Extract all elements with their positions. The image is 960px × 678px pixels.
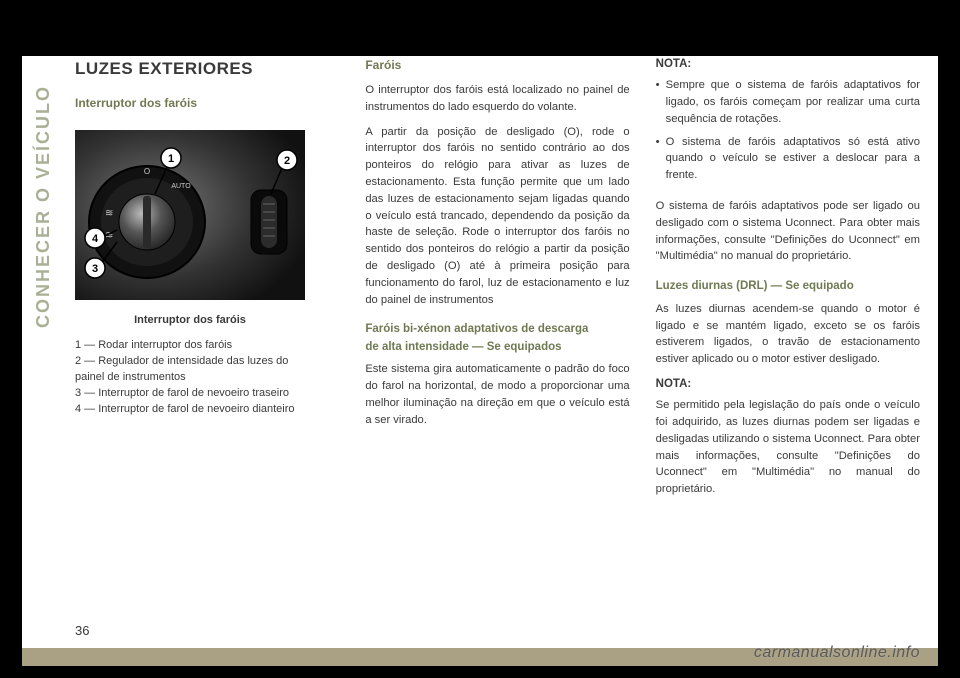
bullet-2: O sistema de faróis adaptativos só está … (656, 134, 920, 184)
subheading-interruptor: Interruptor dos faróis (75, 94, 339, 112)
content-columns: LUZES EXTERIORES Interruptor dos faróis (75, 56, 920, 628)
heading-farois: Faróis (365, 56, 629, 74)
watermark-text: carmanualsonline.info (754, 644, 920, 662)
svg-text:≋: ≋ (105, 208, 113, 219)
column-3: NOTA: Sempre que o sistema de faróis ada… (656, 56, 920, 628)
heading-bixenon-line2: de alta intensidade — Se equipados (365, 340, 629, 356)
column-1: LUZES EXTERIORES Interruptor dos faróis (75, 56, 339, 628)
page-number: 36 (75, 623, 89, 638)
col2-para-3: Este sistema gira automaticamente o padr… (365, 361, 629, 428)
col3-para-2: As luzes diurnas acendem-se quando o mot… (656, 301, 920, 368)
page-title: LUZES EXTERIORES (75, 56, 339, 82)
figure-legend: 1 — Rodar interruptor dos faróis 2 — Reg… (75, 338, 310, 418)
col3-para-3: Se permitido pela legislação do país ond… (656, 397, 920, 498)
svg-text:2: 2 (284, 155, 290, 167)
heading-drl: Luzes diurnas (DRL) — Se equipado (656, 279, 920, 295)
col2-para-2: A partir da posição de desligado (O), ro… (365, 124, 629, 309)
section-tab-label: CONHECER O VEÍCULO (34, 84, 55, 327)
note-bullets: Sempre que o sistema de faróis adaptativ… (656, 77, 920, 190)
note-label-2: NOTA: (656, 376, 920, 393)
headlight-switch-svg: O AUTO ≋ ≋ 1 (75, 130, 305, 300)
bullet-1: Sempre que o sistema de faróis adaptativ… (656, 77, 920, 127)
col3-para-1: O sistema de faróis adaptativos pode ser… (656, 198, 920, 265)
heading-bixenon-line1: Faróis bi-xénon adaptativos de descarga (365, 322, 629, 338)
svg-text:AUTO: AUTO (171, 183, 191, 190)
section-tab: CONHECER O VEÍCULO (32, 86, 56, 326)
legend-item-4: 4 — Interruptor de farol de nevoeiro dia… (75, 402, 310, 418)
figure-caption: Interruptor dos faróis (75, 312, 305, 329)
legend-item-1: 1 — Rodar interruptor dos faróis (75, 338, 310, 354)
note-label-1: NOTA: (656, 56, 920, 73)
top-black-bar (0, 0, 960, 56)
column-2: Faróis O interruptor dos faróis está loc… (365, 56, 629, 628)
legend-item-2: 2 — Regulador de intensidade das luzes d… (75, 354, 310, 386)
svg-text:1: 1 (168, 153, 174, 165)
col2-para-1: O interruptor dos faróis está localizado… (365, 82, 629, 116)
svg-text:3: 3 (92, 263, 98, 275)
svg-text:4: 4 (92, 233, 99, 245)
headlight-switch-figure: O AUTO ≋ ≋ 1 (75, 130, 305, 300)
svg-text:O: O (144, 167, 150, 176)
legend-item-3: 3 — Interruptor de farol de nevoeiro tra… (75, 386, 310, 402)
